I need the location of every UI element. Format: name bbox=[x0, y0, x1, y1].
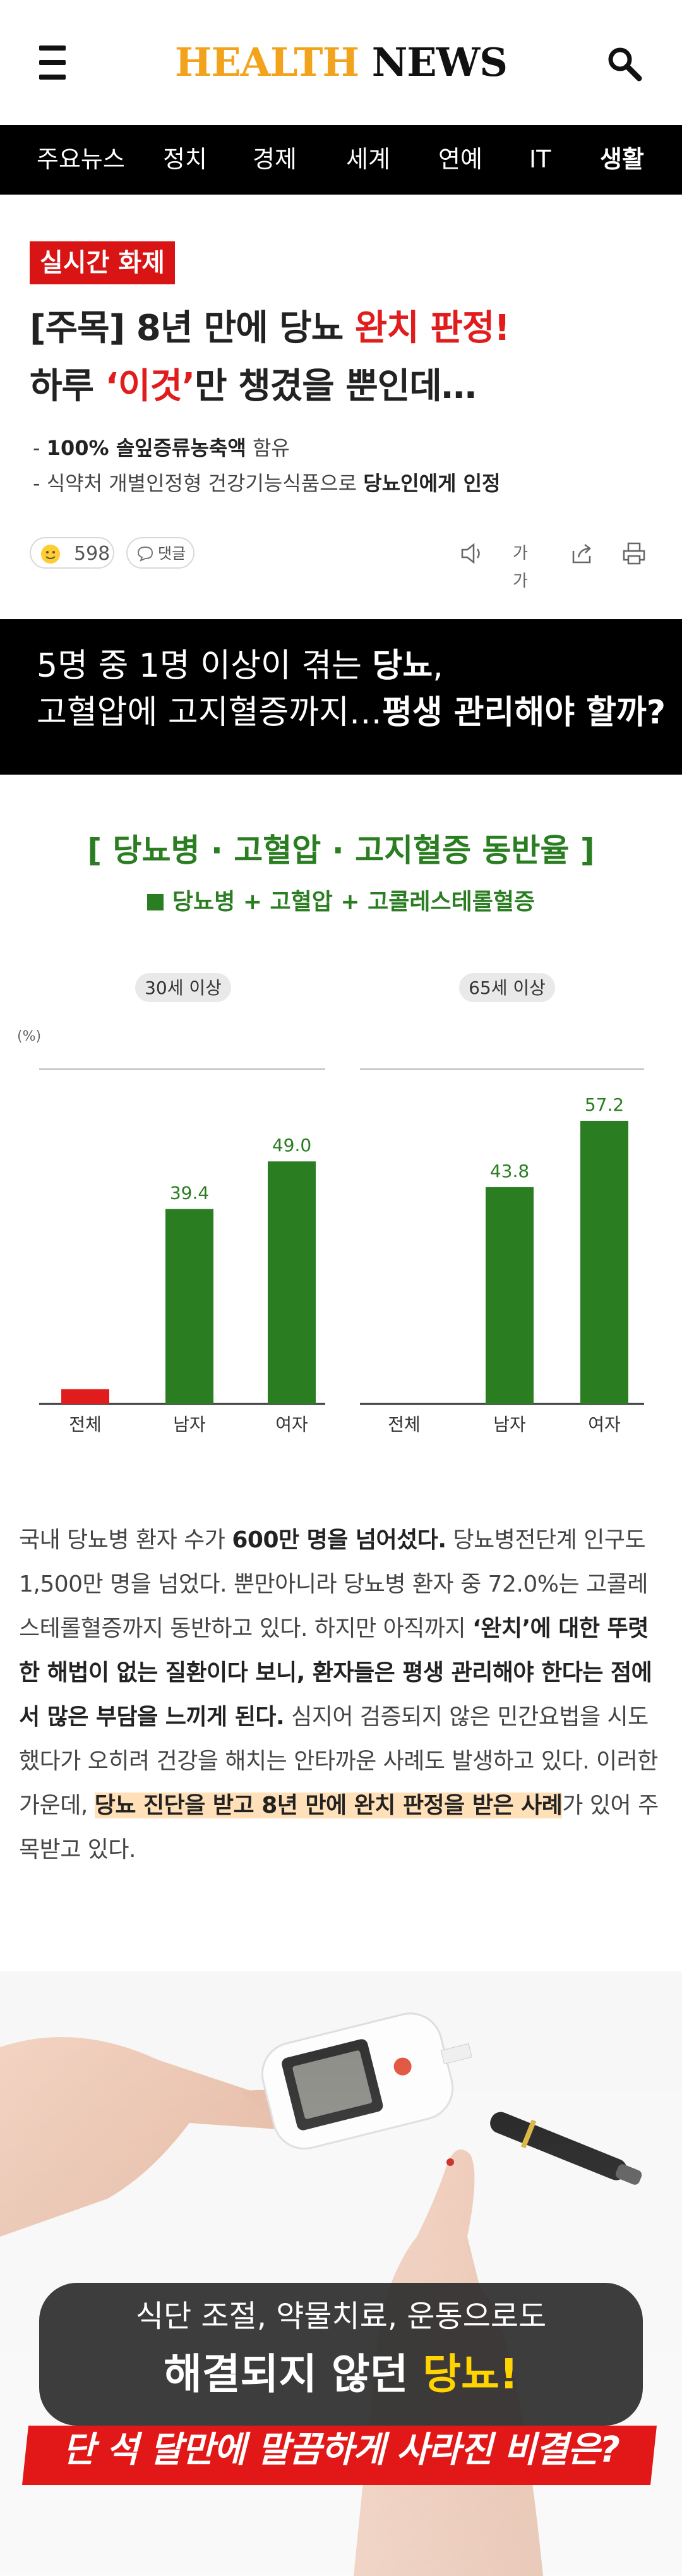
banner-text: 고혈압에 고지혈증까지… bbox=[37, 694, 382, 732]
nav-item-politics[interactable]: 정치 bbox=[163, 145, 207, 173]
body-bold: 600만 명을 넘어섰다. bbox=[232, 1527, 446, 1553]
sub-rest: - 식약처 개별인정형 건강기능식품으로 bbox=[33, 471, 364, 495]
bar bbox=[486, 1187, 534, 1404]
banner-bold: 당뇨 bbox=[372, 647, 433, 685]
sub-bold: 당뇨인에게 인정 bbox=[363, 471, 501, 495]
category-label: 남자 bbox=[493, 1414, 526, 1435]
headline-text: [주목] 8년 만에 당뇨 bbox=[30, 308, 355, 349]
hamburger-menu-icon[interactable] bbox=[39, 44, 66, 81]
logo-health: HEALTH bbox=[174, 39, 359, 85]
category-label: 전체 bbox=[69, 1414, 102, 1435]
comment-label: 댓글 bbox=[158, 545, 186, 562]
body-text: 국내 당뇨병 환자 수가 bbox=[19, 1527, 232, 1553]
banner-line-2: 고혈압에 고지혈증까지…평생 관리해야 할까? bbox=[37, 690, 666, 735]
promo-caption-line-1: 식단 조절, 약물치료, 운동으로도 bbox=[135, 2299, 547, 2334]
search-icon[interactable] bbox=[606, 45, 643, 82]
comment-button[interactable]: 댓글 bbox=[126, 537, 194, 569]
headline-line-2: 하루 ‘이것’만 챙겼을 뿐인데… bbox=[30, 358, 661, 416]
panel-label: 30세 이상 bbox=[145, 977, 222, 998]
top-header: HEALTH NEWS bbox=[0, 0, 682, 125]
data-label: 57.2 bbox=[585, 1094, 624, 1115]
panel-label-pill bbox=[135, 973, 231, 1002]
bar bbox=[580, 1120, 628, 1404]
bar bbox=[165, 1209, 213, 1404]
banner-text: 5명 중 1명 이상이 겪는 bbox=[37, 647, 373, 685]
headline-line-1: [주목] 8년 만에 당뇨 완치 판정! bbox=[30, 299, 661, 358]
body-text: 당뇨병전단계 인구도 1,500만 명을 넘었다. 뿐만아니라 당뇨병 환자 중… bbox=[19, 1527, 648, 1642]
site-logo[interactable]: HEALTH NEWS bbox=[0, 39, 682, 85]
nav-item-entertainment[interactable]: 연예 bbox=[438, 145, 482, 173]
body-text: 심지어 검증되지 않은 민간요법을 시도했다가 오히려 건강을 해치는 안타까운… bbox=[19, 1704, 658, 1818]
nav-item-economy[interactable]: 경제 bbox=[253, 145, 297, 173]
subheading-1: - 100% 솔잎증류농축액 함유 bbox=[33, 433, 664, 463]
category-label: 여자 bbox=[588, 1414, 621, 1435]
promo-red-strip[interactable]: 단 석 달만에 말끔하게 사라진 비결은? bbox=[63, 2429, 620, 2470]
comment-bubble-icon bbox=[137, 546, 153, 562]
promo-text: 해결되지 않던 bbox=[164, 2350, 423, 2398]
chart-legend: 당뇨병 + 고혈압 + 고콜레스테롤혈증 bbox=[0, 886, 682, 918]
print-icon[interactable] bbox=[620, 540, 648, 567]
realtime-topic-badge: 실시간 화제 bbox=[30, 241, 175, 284]
panel-label: 65세 이상 bbox=[469, 977, 546, 998]
legend-label: 당뇨병 + 고혈압 + 고콜레스테롤혈증 bbox=[172, 889, 535, 915]
article-headline: [주목] 8년 만에 당뇨 완치 판정! 하루 ‘이것’만 챙겼을 뿐인데… bbox=[30, 299, 661, 416]
reaction-button[interactable]: 598 bbox=[30, 537, 114, 569]
sub-prefix: - bbox=[33, 436, 47, 460]
promo-caption-line-2: 해결되지 않던 당뇨! bbox=[0, 2348, 682, 2401]
glucose-meter-illustration bbox=[0, 1971, 682, 2576]
data-label: 43.8 bbox=[490, 1161, 529, 1182]
article-body-paragraph: 국내 당뇨병 환자 수가 600만 명을 넘어섰다. 당뇨병전단계 인구도 1,… bbox=[19, 1518, 664, 1872]
headline-highlight: ‘이것’ bbox=[105, 366, 196, 407]
sub-rest: 함유 bbox=[246, 436, 290, 460]
panel-label-pill bbox=[459, 973, 555, 1002]
speaker-icon[interactable] bbox=[458, 540, 486, 567]
category-label: 여자 bbox=[275, 1414, 308, 1435]
data-label: 49.0 bbox=[272, 1135, 311, 1156]
headline-text: 하루 bbox=[30, 366, 105, 407]
bar bbox=[268, 1161, 316, 1404]
banner-text: , bbox=[433, 647, 443, 685]
nav-item-it[interactable]: IT bbox=[529, 145, 551, 173]
chart-title: [ 당뇨병 · 고혈압 · 고지혈증 동반율 ] bbox=[87, 832, 595, 869]
body-bold: ‘완치’에 대한 뚜렷한 해법이 없는 질환이다 보니, 환자들은 평생 관리해… bbox=[19, 1616, 652, 1730]
bar bbox=[61, 1389, 109, 1404]
promo-highlight: 당뇨! bbox=[422, 2350, 518, 2398]
intro-banner: 5명 중 1명 이상이 겪는 당뇨, 고혈압에 고지혈증까지…평생 관리해야 할… bbox=[0, 619, 682, 775]
nav-item-main-news[interactable]: 주요뉴스 bbox=[37, 145, 125, 173]
glucose-test-photo[interactable] bbox=[0, 1971, 682, 2576]
banner-bold: 평생 관리해야 할까? bbox=[381, 694, 666, 732]
sub-bold: 100% 솔잎증류농축액 bbox=[46, 436, 246, 460]
logo-news: NEWS bbox=[371, 39, 508, 85]
category-label: 전체 bbox=[388, 1414, 421, 1435]
legend-swatch bbox=[147, 894, 164, 910]
reaction-count: 598 bbox=[74, 543, 111, 565]
font-size-icon[interactable]: 가가 bbox=[513, 544, 528, 591]
nav-item-life[interactable]: 생활 bbox=[600, 145, 644, 173]
body-highlight: 당뇨 진단을 받고 8년 만에 완치 판정을 받은 사례 bbox=[94, 1793, 563, 1818]
banner-line-1: 5명 중 1명 이상이 겪는 당뇨, bbox=[37, 643, 443, 689]
subheading-2: - 식약처 개별인정형 건강기능식품으로 당뇨인에게 인정 bbox=[33, 469, 664, 498]
reaction-emoji-icon bbox=[41, 545, 60, 564]
body-text: 가 있어 주목받고 있다. bbox=[19, 1793, 659, 1863]
headline-text: 만 챙겼을 뿐인데… bbox=[194, 366, 477, 407]
share-icon[interactable] bbox=[568, 540, 596, 567]
category-label: 남자 bbox=[173, 1414, 206, 1435]
category-nav: 주요뉴스 정치 경제 세계 연예 IT 생활 bbox=[0, 125, 682, 195]
headline-highlight: 완치 판정! bbox=[354, 308, 510, 349]
data-label: 39.4 bbox=[170, 1182, 209, 1203]
unit-label: (%) bbox=[17, 1029, 41, 1044]
nav-item-world[interactable]: 세계 bbox=[346, 145, 390, 173]
